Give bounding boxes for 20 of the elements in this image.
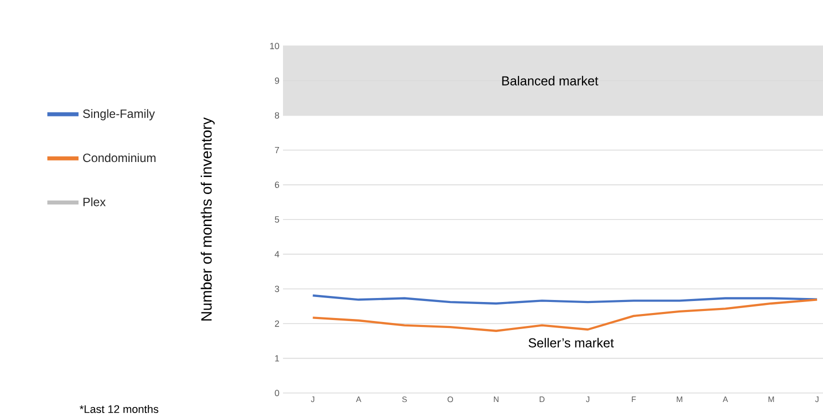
y-tick-label: 2 [274,320,280,327]
y-tick-label: 9 [274,78,280,84]
y-tick-label: 8 [274,112,280,119]
y-tick-label: 5 [274,216,280,223]
line-series [312,298,818,332]
legend-label: Condominium [83,153,156,162]
y-tick-label: 3 [274,286,280,292]
legend-label: Plex [83,197,106,206]
legend-label: Single-Family [83,109,155,120]
y-tick-label: 6 [274,182,280,188]
y-axis-title: Number of months of inventory [200,117,215,320]
y-tick-label: 1 [275,355,280,362]
y-tick-label: 7 [274,147,280,154]
band-label: Balanced market [502,76,598,86]
annotation: Seller’s market [528,338,614,348]
y-tick-label: 0 [274,390,280,396]
line-series [312,294,818,305]
text: *Last 12 months [80,404,158,414]
y-tick-label: 4 [274,251,280,258]
y-tick-label: 10 [270,42,280,50]
